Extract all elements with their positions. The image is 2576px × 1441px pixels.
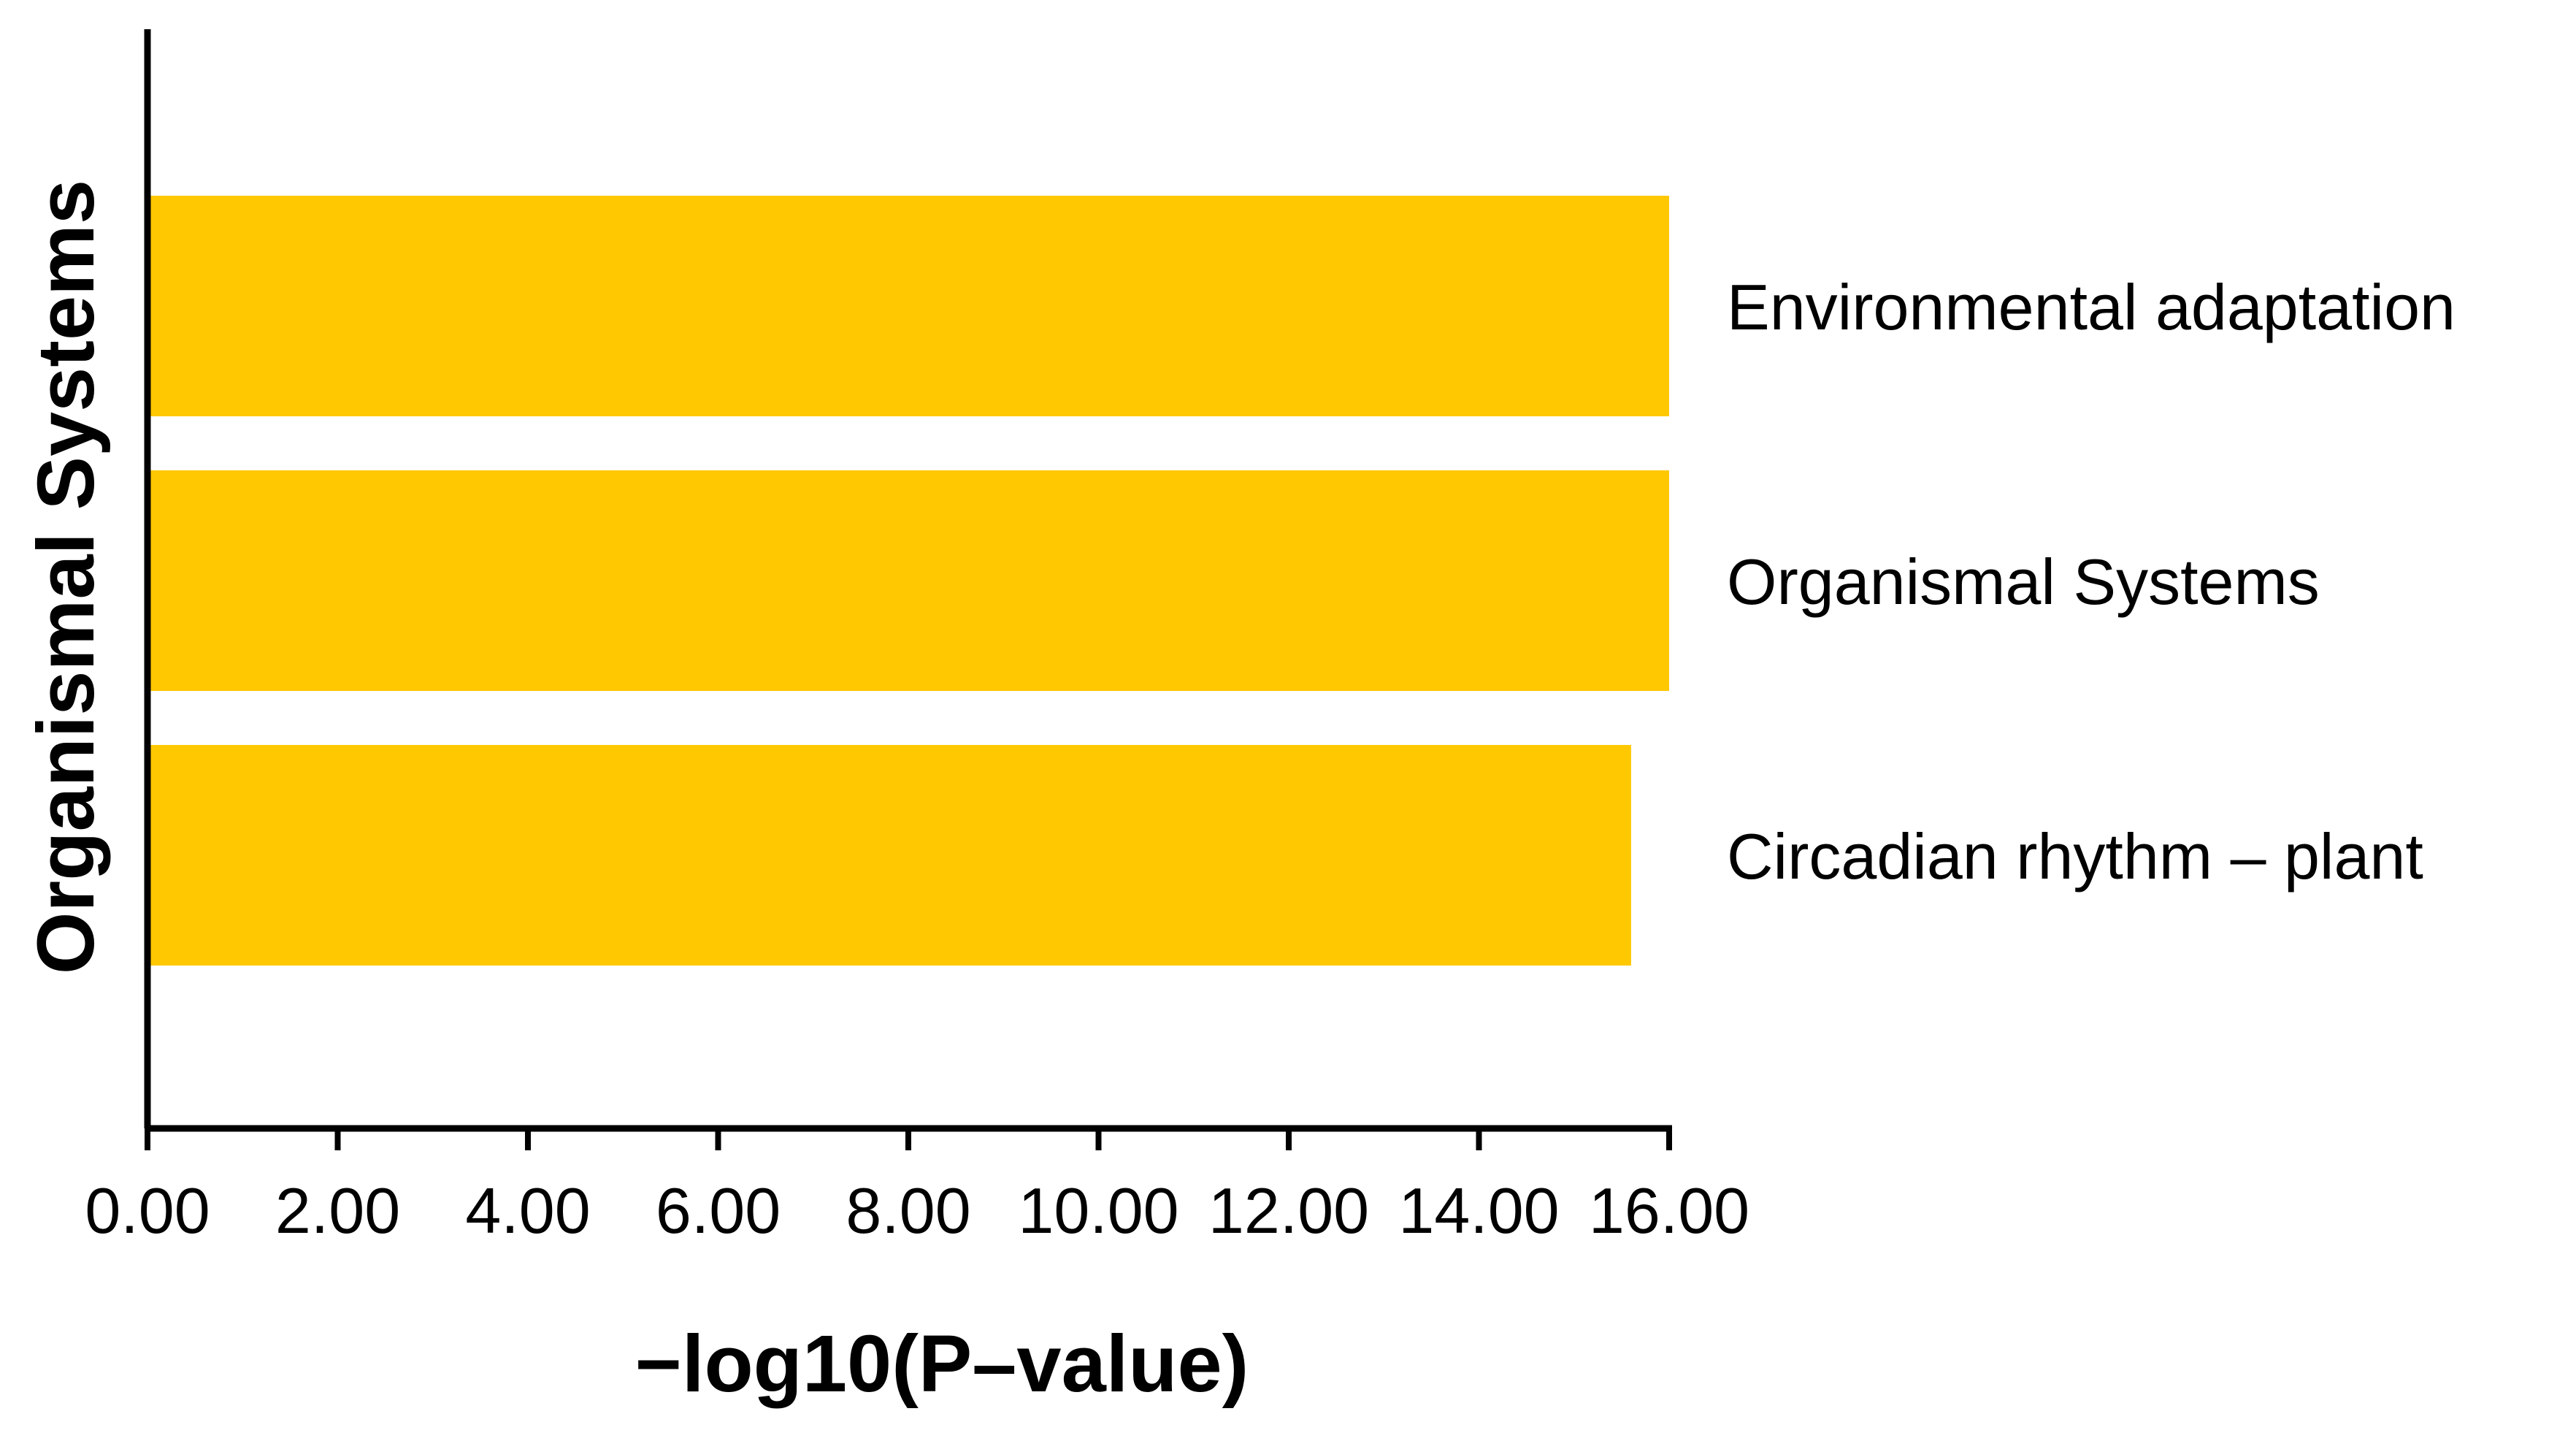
x-tick-label: 6.00 (656, 1174, 781, 1247)
y-axis-title: Organismal Systems (21, 180, 111, 974)
x-axis-title: −log10(P–value) (635, 1319, 1249, 1409)
x-tick-label: 16.00 (1589, 1174, 1749, 1247)
category-labels-group: Environmental adaptation Organismal Syste… (1727, 271, 2456, 892)
x-tick-label: 2.00 (275, 1174, 400, 1247)
x-tick-label: 4.00 (465, 1174, 590, 1247)
bar (150, 196, 1669, 416)
x-tick-label: 10.00 (1018, 1174, 1178, 1247)
x-tick-label: 14.00 (1398, 1174, 1559, 1247)
bar (150, 470, 1669, 691)
x-tick-label: 12.00 (1208, 1174, 1369, 1247)
bar (150, 745, 1631, 966)
x-ticks-group: 0.00 2.00 4.00 6.00 8.00 10.00 12.00 14.00 16.00 (85, 1128, 1749, 1247)
x-tick-label: 8.00 (846, 1174, 970, 1247)
bars-group (150, 196, 1669, 966)
category-label: Organismal Systems (1727, 546, 2320, 618)
x-tick-label: 0.00 (85, 1174, 210, 1247)
category-label: Environmental adaptation (1727, 271, 2456, 343)
category-label: Circadian rhythm – plant (1727, 820, 2423, 892)
